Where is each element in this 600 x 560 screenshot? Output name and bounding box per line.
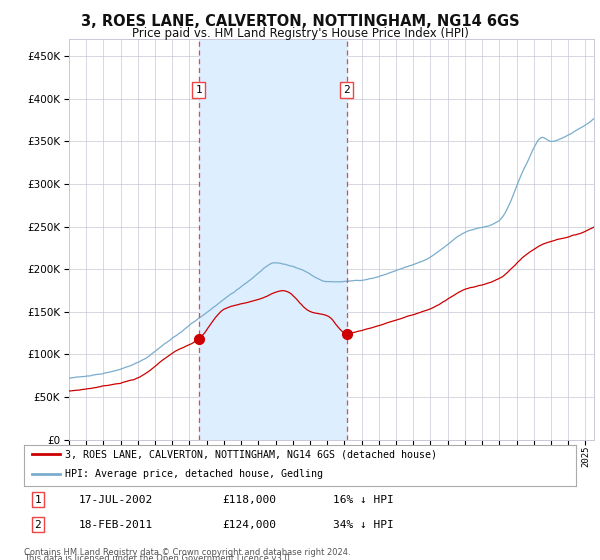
Text: £124,000: £124,000 xyxy=(223,520,277,530)
Text: This data is licensed under the Open Government Licence v3.0.: This data is licensed under the Open Gov… xyxy=(24,554,292,560)
Text: 1: 1 xyxy=(196,85,202,95)
Text: 3, ROES LANE, CALVERTON, NOTTINGHAM, NG14 6GS: 3, ROES LANE, CALVERTON, NOTTINGHAM, NG1… xyxy=(80,14,520,29)
Text: 2: 2 xyxy=(343,85,350,95)
Text: Contains HM Land Registry data © Crown copyright and database right 2024.: Contains HM Land Registry data © Crown c… xyxy=(24,548,350,557)
Text: 16% ↓ HPI: 16% ↓ HPI xyxy=(333,494,394,505)
Text: 34% ↓ HPI: 34% ↓ HPI xyxy=(333,520,394,530)
Text: 18-FEB-2011: 18-FEB-2011 xyxy=(79,520,154,530)
Text: £118,000: £118,000 xyxy=(223,494,277,505)
Text: 2: 2 xyxy=(34,520,41,530)
Text: Price paid vs. HM Land Registry's House Price Index (HPI): Price paid vs. HM Land Registry's House … xyxy=(131,27,469,40)
Text: 17-JUL-2002: 17-JUL-2002 xyxy=(79,494,154,505)
Text: HPI: Average price, detached house, Gedling: HPI: Average price, detached house, Gedl… xyxy=(65,469,323,479)
Text: 3, ROES LANE, CALVERTON, NOTTINGHAM, NG14 6GS (detached house): 3, ROES LANE, CALVERTON, NOTTINGHAM, NG1… xyxy=(65,450,437,459)
Text: 1: 1 xyxy=(34,494,41,505)
Bar xyxy=(199,39,347,440)
